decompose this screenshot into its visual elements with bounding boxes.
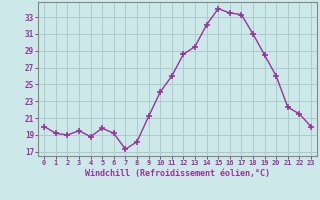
X-axis label: Windchill (Refroidissement éolien,°C): Windchill (Refroidissement éolien,°C) <box>85 169 270 178</box>
